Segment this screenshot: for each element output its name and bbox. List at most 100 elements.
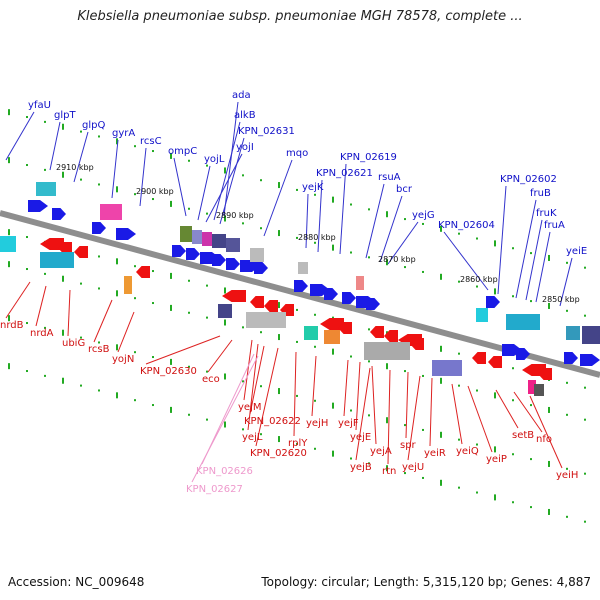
domain-box[interactable]	[100, 204, 122, 220]
gene-label[interactable]: yojN	[112, 354, 134, 365]
gene-label[interactable]: KPN_02621	[316, 168, 373, 179]
gene-label[interactable]: yeiR	[424, 448, 446, 459]
domain-box[interactable]	[250, 248, 264, 262]
gene-label[interactable]: yejH	[306, 418, 328, 429]
reverse-gene-arrow[interactable]	[264, 300, 278, 312]
gene-label[interactable]: yejF	[338, 418, 359, 429]
gene-label[interactable]: KPN_02631	[238, 126, 295, 137]
forward-gene-arrow[interactable]	[226, 258, 240, 270]
domain-box[interactable]	[0, 236, 16, 252]
forward-gene-arrow[interactable]	[294, 280, 308, 292]
gene-label[interactable]: yojL	[204, 154, 225, 165]
forward-gene-arrow[interactable]	[516, 348, 530, 360]
domain-box[interactable]	[324, 330, 340, 344]
gene-label[interactable]: KPN_02626	[196, 466, 253, 477]
gene-label[interactable]: fruA	[544, 220, 565, 231]
domain-box[interactable]	[304, 326, 318, 340]
domain-box[interactable]	[364, 342, 410, 360]
reverse-gene-arrow[interactable]	[58, 242, 72, 254]
gene-label[interactable]: yejG	[412, 210, 435, 221]
gene-label[interactable]: yfaU	[28, 100, 51, 111]
domain-box[interactable]	[40, 252, 74, 268]
gene-label[interactable]: rtn	[382, 466, 396, 477]
forward-gene-arrow[interactable]	[342, 292, 356, 304]
gene-label[interactable]: ompC	[168, 146, 197, 157]
gene-label[interactable]: KPN_02604	[438, 220, 495, 231]
gene-label[interactable]: glpQ	[82, 120, 105, 131]
gene-label[interactable]: yejL	[242, 432, 263, 443]
gene-label[interactable]: alkB	[234, 110, 256, 121]
gene-label[interactable]: rcsC	[140, 136, 162, 147]
forward-gene-arrow[interactable]	[212, 254, 226, 266]
gene-label[interactable]: eco	[202, 374, 220, 385]
reverse-gene-arrow[interactable]	[136, 266, 150, 278]
reverse-gene-arrow[interactable]	[40, 238, 64, 250]
gene-label[interactable]: yejE	[350, 432, 371, 443]
reverse-gene-arrow[interactable]	[488, 356, 502, 368]
reverse-gene-arrow[interactable]	[410, 338, 424, 350]
domain-box[interactable]	[582, 326, 600, 344]
domain-box[interactable]	[476, 308, 488, 322]
gene-label[interactable]: yejM	[238, 402, 261, 413]
gene-label[interactable]: KPN_02630	[140, 366, 197, 377]
domain-box[interactable]	[36, 182, 56, 196]
gene-label[interactable]: rsuA	[378, 172, 401, 183]
domain-box[interactable]	[534, 384, 544, 396]
gene-label[interactable]: KPN_02620	[250, 448, 307, 459]
forward-gene-arrow[interactable]	[580, 354, 600, 366]
reverse-gene-arrow[interactable]	[384, 330, 398, 342]
forward-gene-arrow[interactable]	[28, 200, 48, 212]
domain-box[interactable]	[180, 226, 192, 242]
gene-label[interactable]: bcr	[396, 184, 413, 195]
reverse-gene-arrow[interactable]	[538, 368, 552, 380]
forward-gene-arrow[interactable]	[52, 208, 66, 220]
gene-label[interactable]: yeiE	[566, 246, 587, 257]
forward-gene-arrow[interactable]	[486, 296, 500, 308]
reverse-gene-arrow[interactable]	[370, 326, 384, 338]
forward-gene-arrow[interactable]	[116, 228, 136, 240]
gene-label[interactable]: KPN_02602	[500, 174, 557, 185]
forward-gene-arrow[interactable]	[254, 262, 268, 274]
gene-label[interactable]: fruK	[536, 208, 557, 219]
domain-box[interactable]	[246, 312, 286, 328]
gene-label[interactable]: glpT	[54, 110, 76, 121]
gene-label[interactable]: rcsB	[88, 344, 110, 355]
domain-box[interactable]	[528, 380, 536, 394]
reverse-gene-arrow[interactable]	[74, 246, 88, 258]
gene-label[interactable]: mqo	[286, 148, 308, 159]
reverse-gene-arrow[interactable]	[338, 322, 352, 334]
forward-gene-arrow[interactable]	[186, 248, 200, 260]
forward-gene-arrow[interactable]	[172, 245, 186, 257]
gene-label[interactable]: nfo	[536, 434, 552, 445]
domain-box[interactable]	[226, 238, 240, 252]
forward-gene-arrow[interactable]	[564, 352, 578, 364]
gene-label[interactable]: KPN_02627	[186, 484, 243, 495]
reverse-gene-arrow[interactable]	[222, 290, 246, 302]
gene-label[interactable]: setB	[512, 430, 534, 441]
domain-box[interactable]	[218, 304, 232, 318]
domain-box[interactable]	[356, 276, 364, 290]
reverse-gene-arrow[interactable]	[320, 318, 344, 330]
gene-label[interactable]: gyrA	[112, 128, 135, 139]
reverse-gene-arrow[interactable]	[250, 296, 264, 308]
gene-label[interactable]: yejA	[370, 446, 392, 457]
forward-gene-arrow[interactable]	[366, 298, 380, 310]
domain-box[interactable]	[124, 276, 132, 294]
gene-label[interactable]: yejU	[402, 462, 424, 473]
gene-label[interactable]: ubiG	[62, 338, 85, 349]
gene-label[interactable]: yeiQ	[456, 446, 479, 457]
domain-box[interactable]	[202, 232, 212, 246]
gene-label[interactable]: spr	[400, 440, 417, 451]
gene-label[interactable]: KPN_02619	[340, 152, 397, 163]
gene-label[interactable]: yejB	[350, 462, 372, 473]
gene-label[interactable]: yeiP	[486, 454, 507, 465]
forward-gene-arrow[interactable]	[324, 288, 338, 300]
domain-box[interactable]	[298, 262, 308, 274]
gene-label[interactable]: nrdB	[0, 320, 24, 331]
domain-box[interactable]	[506, 314, 540, 330]
reverse-gene-arrow[interactable]	[472, 352, 486, 364]
gene-label[interactable]: nrdA	[30, 328, 54, 339]
domain-box[interactable]	[566, 326, 580, 340]
gene-label[interactable]: yojI	[236, 142, 254, 153]
gene-label[interactable]: fruB	[530, 188, 551, 199]
